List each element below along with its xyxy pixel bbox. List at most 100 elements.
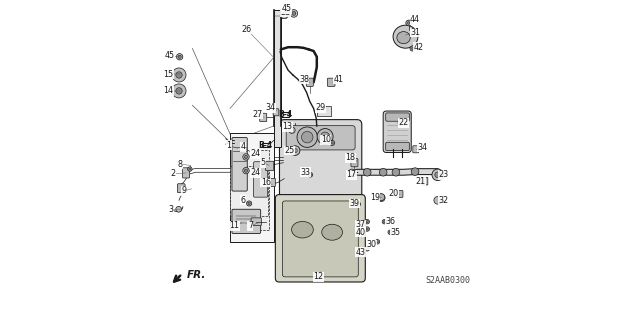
FancyBboxPatch shape [327,78,335,86]
Text: 12: 12 [314,272,323,281]
FancyBboxPatch shape [383,111,412,152]
Text: 36: 36 [385,217,395,226]
Text: 4: 4 [240,142,245,151]
Text: 5: 5 [260,158,266,167]
Circle shape [293,148,298,153]
Text: 40: 40 [356,228,366,237]
Text: 1: 1 [227,141,232,150]
Circle shape [412,168,419,175]
Text: 33: 33 [301,168,310,177]
Bar [230,133,274,242]
Bar [274,10,281,147]
Ellipse shape [322,224,342,240]
FancyBboxPatch shape [182,168,189,178]
Text: 2: 2 [170,169,175,178]
Circle shape [376,241,378,243]
Text: 25: 25 [285,146,295,155]
FancyBboxPatch shape [273,109,279,116]
Circle shape [412,47,413,50]
Text: 43: 43 [356,248,366,256]
Circle shape [285,9,291,15]
Circle shape [172,84,186,98]
Text: 27: 27 [253,110,263,119]
Ellipse shape [292,221,314,238]
Text: 3: 3 [168,205,173,214]
Circle shape [309,174,312,176]
FancyBboxPatch shape [396,190,403,197]
FancyBboxPatch shape [386,113,410,121]
Text: 23: 23 [438,170,449,179]
Text: 18: 18 [346,153,355,162]
Circle shape [383,221,385,223]
Text: 15: 15 [163,70,173,78]
Text: 19: 19 [370,193,380,202]
Circle shape [188,167,192,171]
Circle shape [301,131,313,143]
FancyBboxPatch shape [266,161,274,171]
Circle shape [248,202,250,205]
Text: 7: 7 [248,221,253,230]
FancyBboxPatch shape [251,218,261,226]
FancyBboxPatch shape [230,166,268,216]
Circle shape [349,169,355,175]
Text: 35: 35 [391,228,401,237]
FancyBboxPatch shape [386,142,410,151]
Circle shape [291,146,300,155]
FancyBboxPatch shape [307,78,314,86]
Circle shape [365,219,369,224]
Circle shape [176,88,182,94]
Circle shape [321,132,330,141]
FancyBboxPatch shape [275,195,365,282]
Text: 28: 28 [280,8,291,17]
Text: 24: 24 [250,149,260,158]
Circle shape [356,202,360,206]
Circle shape [432,169,444,181]
Circle shape [389,231,391,233]
FancyBboxPatch shape [351,159,358,167]
Text: 29: 29 [316,103,326,112]
FancyBboxPatch shape [177,184,185,193]
Text: 31: 31 [410,28,420,37]
Text: 11: 11 [230,221,239,230]
Circle shape [434,197,442,204]
Circle shape [244,169,248,172]
Circle shape [366,248,368,250]
Circle shape [172,68,186,82]
Text: 44: 44 [410,15,420,24]
Circle shape [243,167,249,174]
Circle shape [406,20,412,26]
FancyBboxPatch shape [268,178,275,187]
Circle shape [178,55,181,58]
Text: 13: 13 [282,122,292,131]
FancyBboxPatch shape [232,209,260,234]
Circle shape [392,168,400,176]
Circle shape [378,194,385,202]
Circle shape [366,221,368,223]
Circle shape [331,142,333,144]
Text: 16: 16 [260,178,271,187]
Circle shape [375,240,380,244]
Text: 10: 10 [321,135,331,144]
Text: 20: 20 [388,189,399,198]
Circle shape [290,10,298,17]
FancyBboxPatch shape [422,177,428,185]
Circle shape [246,201,252,206]
Text: 45: 45 [282,4,292,13]
FancyBboxPatch shape [253,162,268,197]
Polygon shape [280,12,288,19]
Circle shape [365,227,369,231]
Circle shape [410,46,415,51]
Text: 21: 21 [415,177,426,186]
FancyBboxPatch shape [413,146,419,153]
Ellipse shape [397,32,410,44]
Text: 17: 17 [346,170,356,179]
Text: B-4: B-4 [278,110,292,119]
Text: 42: 42 [413,43,423,52]
Text: 34: 34 [266,103,276,112]
Circle shape [308,173,313,177]
Text: 37: 37 [356,220,366,229]
FancyBboxPatch shape [262,143,270,147]
Text: S2AAB0300: S2AAB0300 [425,276,470,285]
Circle shape [177,54,183,60]
Text: 32: 32 [438,196,449,205]
